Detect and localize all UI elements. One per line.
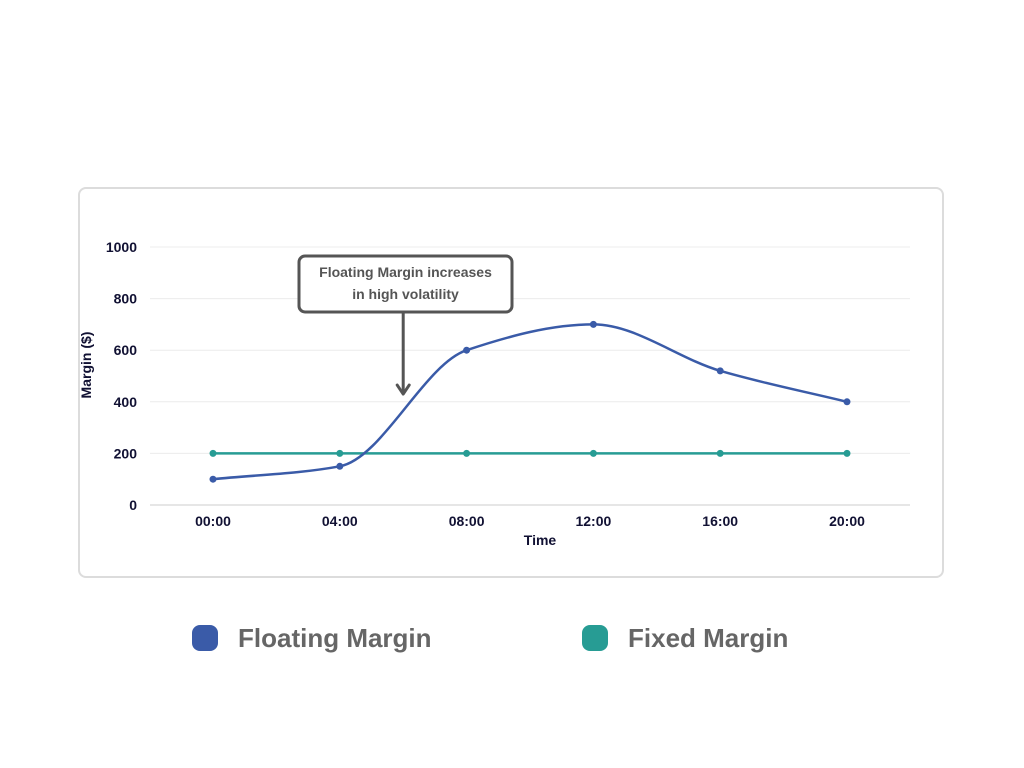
y-tick-label-0: 0: [129, 497, 137, 513]
data-point-floating-margin-1200: [589, 320, 597, 328]
chart-legend: Floating Margin Fixed Margin: [0, 618, 1024, 658]
legend-item-floating-margin: Floating Margin: [192, 618, 432, 658]
y-axis-title: Margin ($): [80, 332, 94, 399]
data-point-fixed-margin-1600: [716, 449, 724, 457]
legend-label-fixed-margin: Fixed Margin: [628, 622, 789, 653]
legend-swatch-fixed-margin: [582, 625, 608, 651]
legend-label-floating-margin: Floating Margin: [238, 622, 432, 653]
data-point-floating-margin-0000: [209, 475, 217, 483]
grid-lines: [150, 246, 910, 506]
annotation: Floating Margin increases in high volati…: [297, 254, 514, 396]
y-tick-label-200: 200: [114, 445, 138, 461]
legend-item-fixed-margin: Fixed Margin: [582, 618, 788, 658]
legend-swatch-floating-margin: [192, 625, 218, 651]
data-point-floating-margin-0800: [463, 346, 471, 354]
annotation-box: [297, 254, 514, 314]
annotation-text-line2: in high volatility: [352, 286, 459, 302]
y-tick-label-1000: 1000: [106, 239, 137, 255]
y-tick-label-400: 400: [114, 394, 138, 410]
line-chart: 0 200 400 600 800 1000 00:00 04:00 08:00 12:00 16…: [80, 239, 910, 548]
annotation-arrow-head: [395, 383, 411, 396]
chart-card: 0 200 400 600 800 1000 00:00 04:00 08:00 12:00 16…: [78, 187, 944, 578]
x-tick-label-1200: 12:00: [575, 513, 611, 529]
y-tick-label-800: 800: [114, 291, 138, 307]
data-point-floating-margin-2000: [843, 398, 851, 406]
data-point-fixed-margin-0800: [463, 449, 471, 457]
x-tick-label-0800: 08:00: [449, 513, 485, 529]
data-point-fixed-margin-2000: [843, 449, 851, 457]
x-tick-label-0000: 00:00: [195, 513, 231, 529]
x-tick-label-1600: 16:00: [702, 513, 738, 529]
x-tick-label-0400: 04:00: [322, 513, 358, 529]
x-axis-title: Time: [524, 532, 557, 548]
y-tick-label-600: 600: [114, 342, 138, 358]
x-tick-labels: 00:00 04:00 08:00 12:00 16:00 20:00: [195, 513, 865, 529]
data-point-fixed-margin-1200: [589, 449, 597, 457]
series-lines: [209, 320, 851, 483]
series-line-floating-margin: [212, 323, 848, 481]
x-tick-label-2000: 20:00: [829, 513, 865, 529]
data-point-floating-margin-0400: [336, 462, 344, 470]
data-point-fixed-margin-0000: [209, 449, 217, 457]
data-point-fixed-margin-0400: [336, 449, 344, 457]
data-point-floating-margin-1600: [716, 367, 724, 375]
annotation-text-line1: Floating Margin increases: [319, 264, 492, 280]
y-tick-labels: 0 200 400 600 800 1000: [106, 239, 137, 513]
